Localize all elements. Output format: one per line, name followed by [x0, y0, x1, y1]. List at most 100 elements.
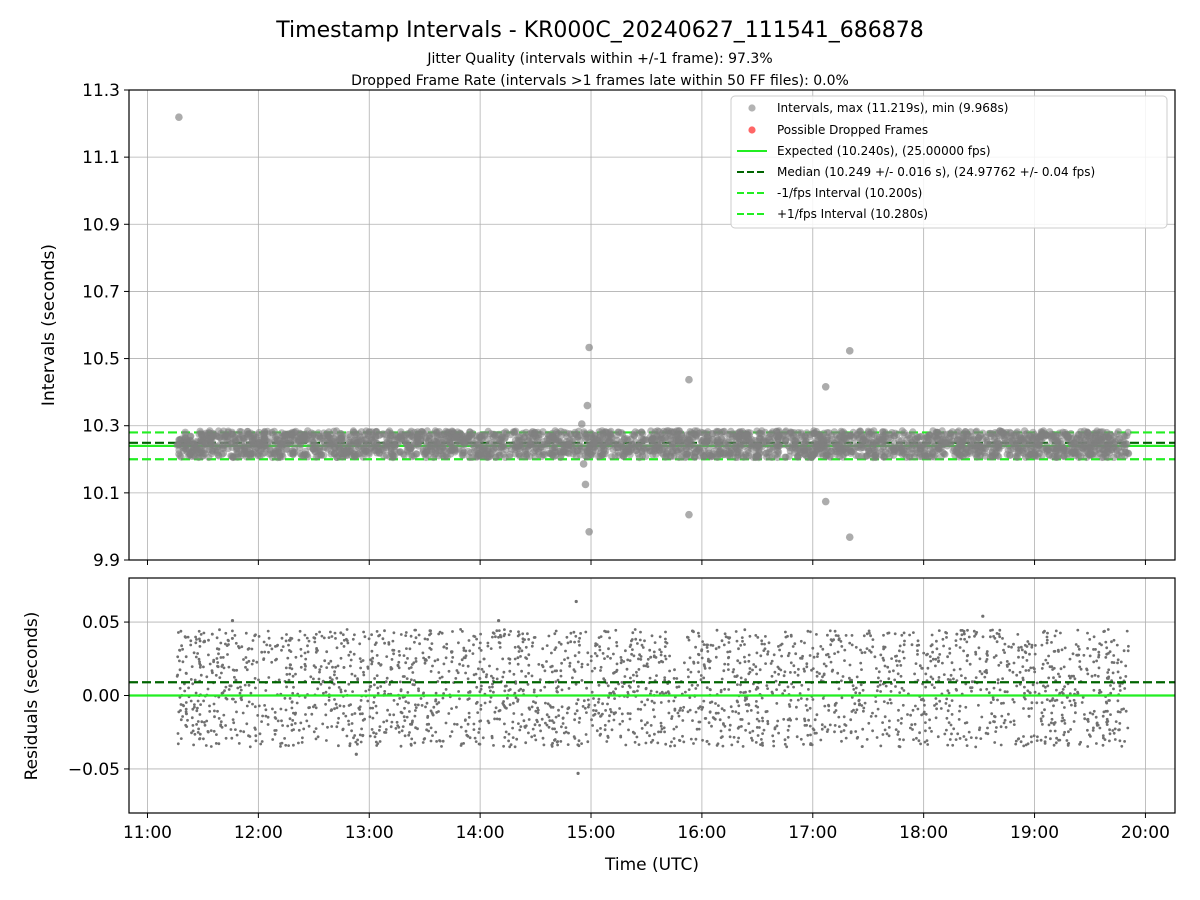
residual-point [670, 715, 674, 718]
residual-point [497, 629, 501, 632]
residual-point [337, 716, 340, 720]
residual-point [441, 739, 445, 743]
residual-point [1015, 673, 1019, 677]
residual-point [435, 740, 438, 743]
residual-point [194, 641, 198, 645]
residual-point [309, 675, 313, 679]
residual-point [816, 655, 819, 658]
interval-point [359, 453, 367, 461]
residual-point [650, 699, 654, 703]
residual-point [762, 728, 766, 732]
residual-point [837, 715, 841, 719]
residual-point [1016, 633, 1020, 636]
residual-point [822, 662, 826, 666]
interval-point [886, 434, 895, 442]
residual-point [1020, 648, 1024, 652]
residual-point [915, 736, 918, 740]
residual-point [333, 631, 337, 635]
residual-point [1072, 674, 1075, 678]
residual-point [302, 727, 306, 731]
residual-point [1078, 660, 1082, 663]
interval-point [262, 445, 270, 453]
residual-point [375, 744, 379, 747]
residual-point [198, 660, 201, 664]
residual-point [585, 711, 588, 714]
residual-point [916, 649, 919, 653]
residual-point [926, 652, 929, 656]
interval-point [343, 449, 351, 457]
residual-point [306, 650, 310, 654]
residual-point [501, 657, 505, 661]
residual-point [506, 696, 509, 700]
residual-point [286, 724, 290, 728]
residual-point [248, 735, 252, 738]
interval-point [543, 440, 551, 448]
residual-point [714, 655, 718, 659]
residual-point [782, 717, 786, 721]
residual-point [799, 639, 803, 643]
residual-point [426, 714, 430, 718]
residual-point [871, 638, 875, 641]
interval-point [458, 446, 467, 454]
residual-point [335, 706, 339, 710]
residual-point [208, 704, 211, 708]
interval-point [289, 450, 297, 458]
residual-point [675, 725, 678, 729]
residual-point [524, 656, 527, 659]
residual-point [280, 636, 284, 640]
residual-point [867, 721, 871, 725]
interval-point [1070, 439, 1078, 447]
residual-point [541, 736, 545, 740]
residual-point [590, 669, 594, 673]
residual-point [1077, 647, 1081, 651]
residual-point [1052, 676, 1055, 680]
residual-point [457, 690, 460, 693]
interval-point [1006, 437, 1014, 445]
residual-point [293, 722, 297, 725]
residual-point [604, 709, 607, 712]
residual-point [369, 684, 373, 688]
residual-point [903, 639, 906, 643]
interval-point [852, 451, 860, 459]
residual-point [980, 715, 984, 719]
interval-point [181, 428, 189, 436]
residual-point [739, 683, 742, 687]
residual-point [347, 682, 351, 686]
residual-point [1109, 684, 1112, 687]
residual-point [702, 699, 706, 703]
residual-point [1062, 665, 1066, 669]
residual-point [997, 663, 1001, 667]
interval-point [687, 429, 696, 437]
interval-point [490, 445, 498, 453]
residual-point [1053, 699, 1057, 702]
residual-point [543, 669, 547, 673]
interval-point [407, 427, 415, 435]
residual-point [962, 735, 966, 738]
residual-point [472, 722, 476, 726]
residual-point [1024, 669, 1028, 672]
residual-point [985, 652, 989, 656]
residual-point [789, 661, 793, 665]
residual-point [986, 726, 989, 730]
residual-point [884, 684, 888, 688]
residual-point [390, 720, 394, 724]
residual-point [800, 683, 804, 687]
residual-point [279, 742, 282, 745]
interval-point [788, 444, 796, 452]
interval-point [713, 427, 721, 435]
residual-point [1105, 701, 1109, 705]
interval-point [441, 445, 449, 453]
residual-point [437, 671, 441, 674]
residual-point [291, 719, 295, 722]
residual-point [517, 650, 521, 653]
residual-point [687, 675, 690, 679]
residual-point [392, 713, 396, 717]
residual-point [965, 640, 969, 644]
residual-point [466, 677, 470, 681]
residual-point [307, 724, 311, 728]
residual-point [691, 719, 694, 722]
residual-point [1070, 703, 1073, 707]
residual-point [236, 686, 240, 690]
residual-point [186, 635, 190, 639]
residual-point [224, 685, 228, 689]
